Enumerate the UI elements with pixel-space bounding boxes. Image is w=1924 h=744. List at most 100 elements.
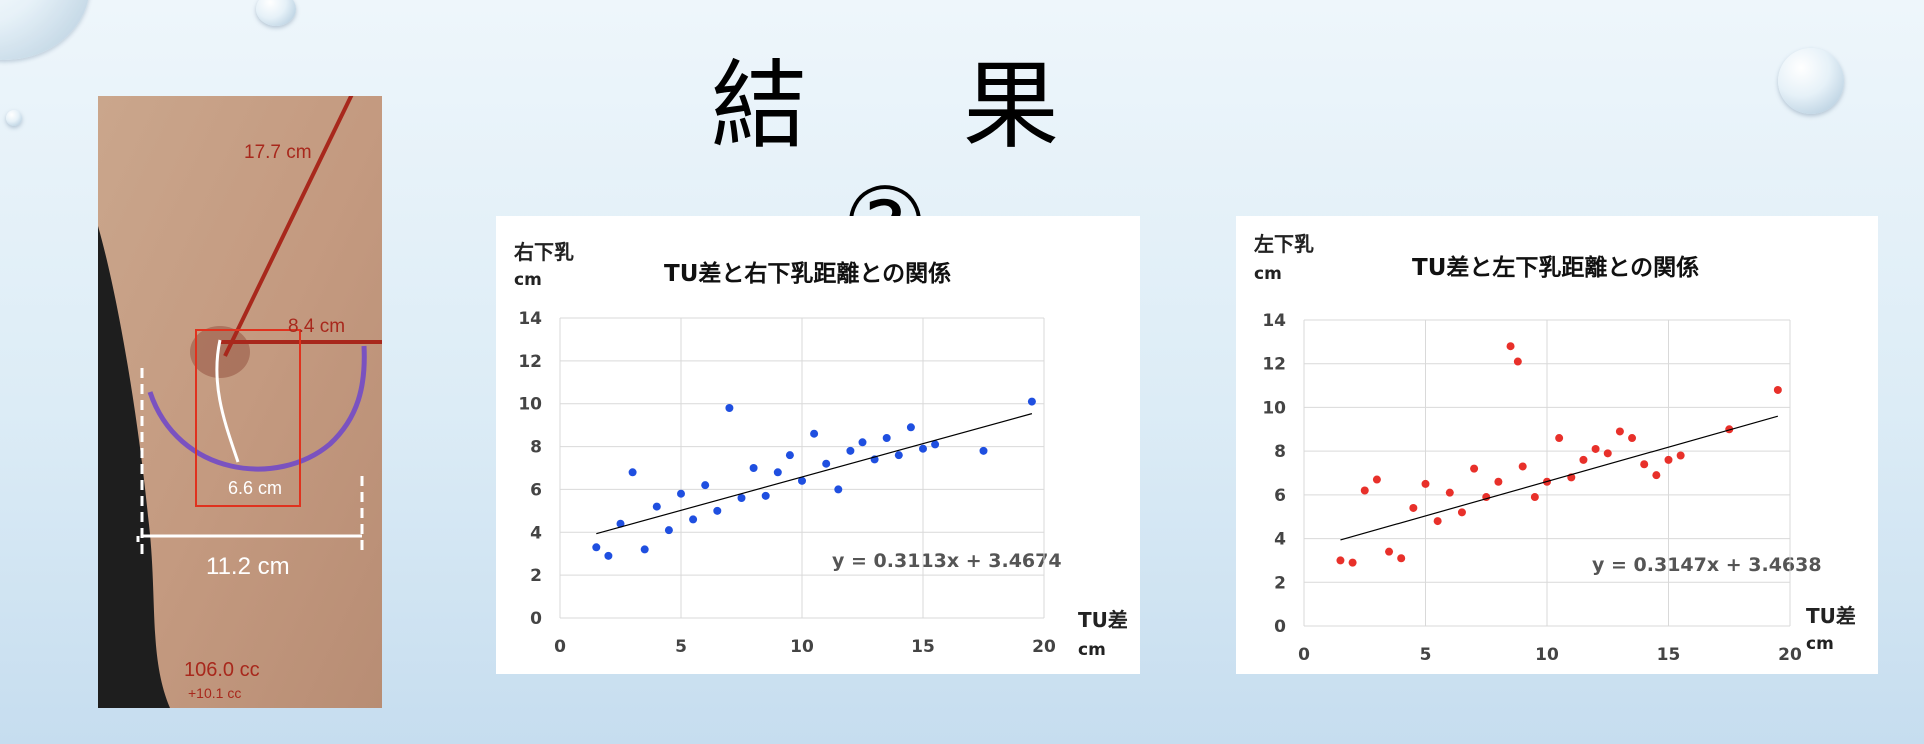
chart-left-data-point xyxy=(1348,558,1357,567)
photo-label-17-7: 17.7 cm xyxy=(244,142,312,163)
chart-right-data-point xyxy=(822,459,831,468)
chart-right-ytick-label: 8 xyxy=(530,438,542,458)
chart-left-ytick-label: 14 xyxy=(1262,311,1286,331)
chart-left-data-point xyxy=(1506,342,1515,351)
chart-right-data-point xyxy=(737,494,746,502)
chart-right-data-point xyxy=(919,444,927,453)
bubble-decoration-small xyxy=(256,0,296,26)
chart-right-xtick-label: 10 xyxy=(790,637,814,657)
chart-right-data-point xyxy=(1027,397,1036,406)
chart-left-data-point xyxy=(1336,556,1345,565)
chart-right-data-point xyxy=(749,464,758,472)
chart-right-data-point xyxy=(677,489,685,498)
chart-right-data-point xyxy=(652,502,661,511)
chart-left-data-point xyxy=(1640,460,1649,469)
chart-left-data-point xyxy=(1372,475,1381,484)
chart-left-ylabel: 左下乳 xyxy=(1254,232,1314,256)
chart-left-data-point xyxy=(1579,455,1588,464)
chart-left-data-point xyxy=(1615,427,1624,436)
chart-right-data-point xyxy=(640,545,649,554)
chart-right-ytick-label: 12 xyxy=(518,352,542,372)
chart-left-yunit: cm xyxy=(1254,264,1282,284)
chart-left-xtick-label: 15 xyxy=(1657,645,1681,665)
bubble-decoration-tiny xyxy=(6,110,22,126)
chart-right-ytick-label: 14 xyxy=(518,309,542,329)
chart-left-trendline xyxy=(1340,415,1779,541)
chart-right-data-point xyxy=(592,543,601,552)
chart-left-data-point xyxy=(1628,434,1637,443)
chart-left-data-point xyxy=(1518,462,1527,471)
measurement-photo: 17.7 cm 8.4 cm 6.6 cm 11.2 cm 106.0 cc +… xyxy=(98,96,382,708)
chart-right-data-point xyxy=(713,506,722,515)
chart-left-xtick-label: 10 xyxy=(1535,645,1559,665)
photo-label-6-6: 6.6 cm xyxy=(228,478,282,498)
chart-left-xtick-label: 20 xyxy=(1778,645,1802,665)
chart-right-data-point xyxy=(628,468,637,477)
chart-right-data-point xyxy=(664,526,673,535)
chart-left-ytick-label: 8 xyxy=(1274,442,1286,462)
chart-left-data-point xyxy=(1725,425,1734,434)
chart-right-data-point xyxy=(931,440,940,449)
bubble-decoration-right xyxy=(1778,48,1844,114)
chart-right-xtick-label: 15 xyxy=(911,637,935,657)
chart-right-xtick-label: 20 xyxy=(1032,637,1056,657)
photo-label-volume-diff: +10.1 cc xyxy=(188,685,241,701)
chart-right-data-point xyxy=(979,446,988,455)
chart-left-ytick-label: 2 xyxy=(1274,573,1286,593)
chart-left-data-point xyxy=(1555,434,1564,443)
chart-left-data-point xyxy=(1421,479,1430,488)
photo-label-volume: 106.0 cc xyxy=(184,659,260,681)
slide-title: 結 果 ② xyxy=(711,50,1185,279)
photo-label-8-4: 8.4 cm xyxy=(288,316,345,337)
chart-left-data-point xyxy=(1409,503,1418,512)
chart-right-data-point xyxy=(798,476,806,485)
bubble-decoration-top-left xyxy=(0,0,90,60)
chart-right-xlabel: TU差 xyxy=(1078,608,1128,632)
chart-right-ytick-label: 6 xyxy=(530,480,542,500)
chart-left-data-point xyxy=(1433,517,1442,526)
chart-right-yunit: cm xyxy=(514,270,542,290)
chart-right-data-point xyxy=(894,451,903,460)
chart-right-panel: 右下乳 cm TU差と右下乳距離との関係 TU差 cm y = 0.3113x … xyxy=(496,216,1140,674)
chart-left-data-point xyxy=(1360,486,1369,495)
chart-right-ylabel: 右下乳 xyxy=(514,240,574,264)
chart-right-plot: 0 2 4 6 8 10 12 14 0 5 10 15 20 xyxy=(518,309,1056,657)
chart-right-xtick-label: 5 xyxy=(675,637,687,657)
chart-left-data-point xyxy=(1397,554,1406,563)
chart-right-ytick-label: 4 xyxy=(530,523,542,543)
chart-right-data-point xyxy=(701,481,710,490)
chart-left-data-point xyxy=(1470,464,1479,473)
chart-right-data-point xyxy=(906,423,915,432)
chart-left-data-point xyxy=(1530,493,1539,502)
chart-left-data-point xyxy=(1445,488,1454,497)
chart-left-data-point xyxy=(1591,444,1600,453)
chart-left-data-point xyxy=(1457,508,1466,517)
chart-left-xunit: cm xyxy=(1806,634,1834,654)
chart-left-xtick-label: 5 xyxy=(1420,645,1432,665)
chart-left-data-point xyxy=(1664,455,1673,464)
chart-right-data-point xyxy=(846,446,855,455)
chart-right-data-point xyxy=(604,551,613,560)
chart-left-xtick-label: 0 xyxy=(1298,645,1310,665)
chart-left-data-point xyxy=(1676,451,1685,460)
chart-left-data-point xyxy=(1513,357,1522,366)
chart-right-xunit: cm xyxy=(1078,640,1106,660)
chart-left-data-point xyxy=(1385,547,1394,556)
chart-right-data-point xyxy=(773,468,782,477)
chart-right-ytick-label: 0 xyxy=(530,609,542,629)
chart-left-equation: y = 0.3147x + 3.4638 xyxy=(1592,554,1822,576)
chart-left-plot: 0 2 4 6 8 10 12 14 0 5 10 15 20 xyxy=(1262,311,1802,665)
chart-right-data-point xyxy=(761,491,770,500)
chart-left-ytick-label: 4 xyxy=(1274,530,1286,550)
chart-left-ytick-label: 10 xyxy=(1262,398,1286,418)
chart-left-ytick-label: 12 xyxy=(1262,355,1286,375)
chart-right-data-point xyxy=(725,404,734,412)
chart-right-trendline xyxy=(596,413,1033,535)
chart-right-ytick-label: 2 xyxy=(530,566,542,586)
chart-right-data-point xyxy=(616,519,625,528)
chart-right-data-point xyxy=(810,429,819,438)
chart-left-data-point xyxy=(1494,477,1503,486)
chart-left-ytick-label: 6 xyxy=(1274,486,1286,506)
chart-right-data-point xyxy=(689,515,698,524)
chart-left-ytick-label: 0 xyxy=(1274,617,1286,637)
